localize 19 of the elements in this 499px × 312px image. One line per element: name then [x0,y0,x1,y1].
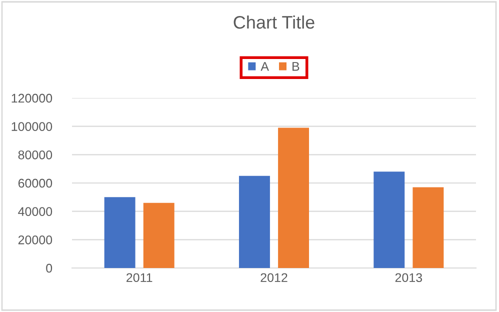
y-tick-label: 20000 [18,235,52,244]
y-tick-label: 0 [46,264,52,273]
y-tick-label: 40000 [18,207,52,216]
bar [238,176,270,268]
bar [278,128,310,268]
x-tick-label: 2013 [395,273,422,282]
bar [374,172,405,268]
legend-label: B [292,62,300,71]
legend-label: A [260,62,269,71]
x-tick-label: 2011 [126,273,152,282]
bar [412,187,444,268]
bar [104,197,136,268]
y-tick-label: 60000 [18,178,52,188]
y-tick-label: 120000 [12,94,52,103]
y-tick-label: 80000 [18,150,52,160]
y-tick-label: 100000 [12,122,52,131]
x-tick-label: 2012 [260,273,288,282]
chart-title: Chart Title [234,15,314,29]
bar [143,202,174,268]
